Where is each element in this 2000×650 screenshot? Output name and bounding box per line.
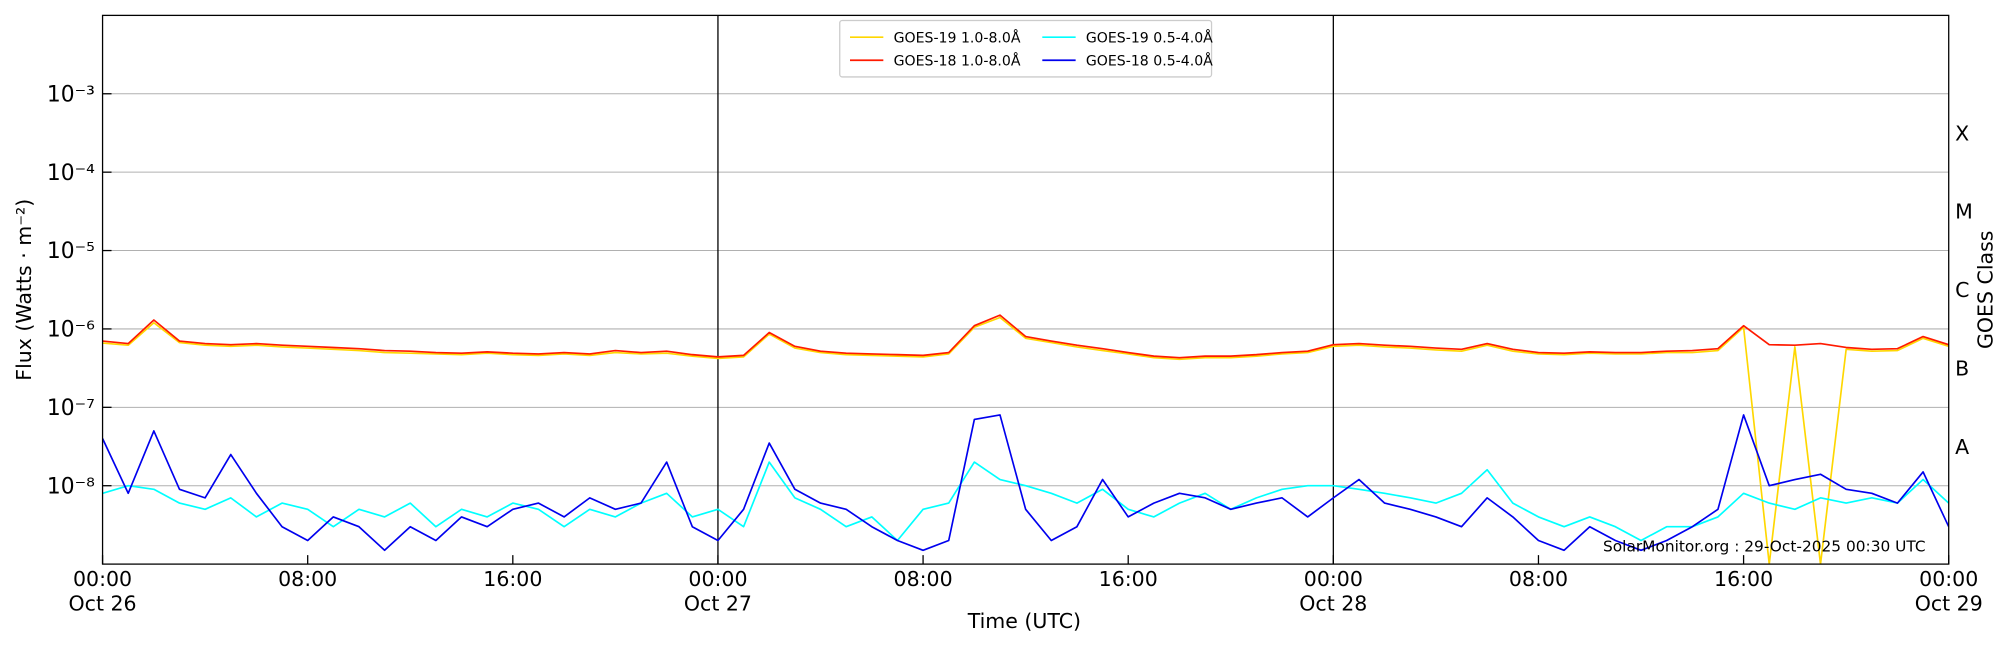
y2-tick-label: A (1955, 435, 1969, 459)
x-tick-label: Oct 28 (1299, 591, 1367, 615)
series-line (102, 461, 1949, 542)
x-tick-label: 16:00 (1099, 567, 1158, 591)
plot-frame (101, 14, 1950, 565)
x-tick-label: 16:00 (483, 567, 542, 591)
x-tick-label: 08:00 (1509, 567, 1568, 591)
y2-axis-label: GOES Class (1973, 231, 1997, 349)
legend-label: GOES-19 1.0-8.0Å (894, 29, 1021, 46)
x-tick-label: 08:00 (894, 567, 953, 591)
legend-box (839, 19, 1213, 78)
x-tick-label: 00:00 (73, 567, 132, 591)
grid (102, 15, 1949, 565)
x-tick-label: 16:00 (1714, 567, 1773, 591)
y-tick-label: 10⁻⁸ (47, 474, 95, 499)
y-axis-label: Flux (Watts · m⁻²) (12, 199, 36, 381)
y-tick-label: 10⁻⁵ (47, 239, 95, 264)
legend-label: GOES-18 0.5-4.0Å (1086, 52, 1213, 69)
legend-label: GOES-18 1.0-8.0Å (894, 52, 1021, 69)
x-tick-label: 00:00 (1919, 567, 1978, 591)
y-tick-label: 10⁻⁴ (47, 161, 95, 186)
y2-tick-label: M (1955, 200, 1973, 224)
y-tick-label: 10⁻⁶ (47, 318, 95, 343)
x-tick-label: Oct 26 (69, 591, 137, 615)
y2-tick-label: X (1955, 121, 1969, 145)
x-tick-label: 00:00 (1304, 567, 1363, 591)
x-tick-label: Oct 27 (684, 591, 752, 615)
series-line (102, 314, 1949, 359)
x-tick-label: 00:00 (688, 567, 747, 591)
y2-tick-label: B (1955, 356, 1969, 380)
series-line (102, 316, 1949, 565)
y-tick-label: 10⁻⁷ (47, 396, 95, 421)
series-line (102, 414, 1949, 552)
legend: GOES-19 1.0-8.0Å GOES-18 1.0-8.0Å GOES-19 … (839, 19, 1213, 78)
plot-area (102, 314, 1949, 565)
x-tick-label: 08:00 (278, 567, 337, 591)
annotation: SolarMonitor.org : 29-Oct-2025 00:30 UTC (1603, 537, 1926, 555)
x-axis-label: Time (UTC) (967, 609, 1081, 633)
x-tick-label: Oct 29 (1915, 591, 1983, 615)
y-tick-label: 10⁻³ (47, 82, 95, 107)
y2-tick-label: C (1955, 278, 1969, 302)
legend-label: GOES-19 0.5-4.0Å (1086, 29, 1213, 46)
